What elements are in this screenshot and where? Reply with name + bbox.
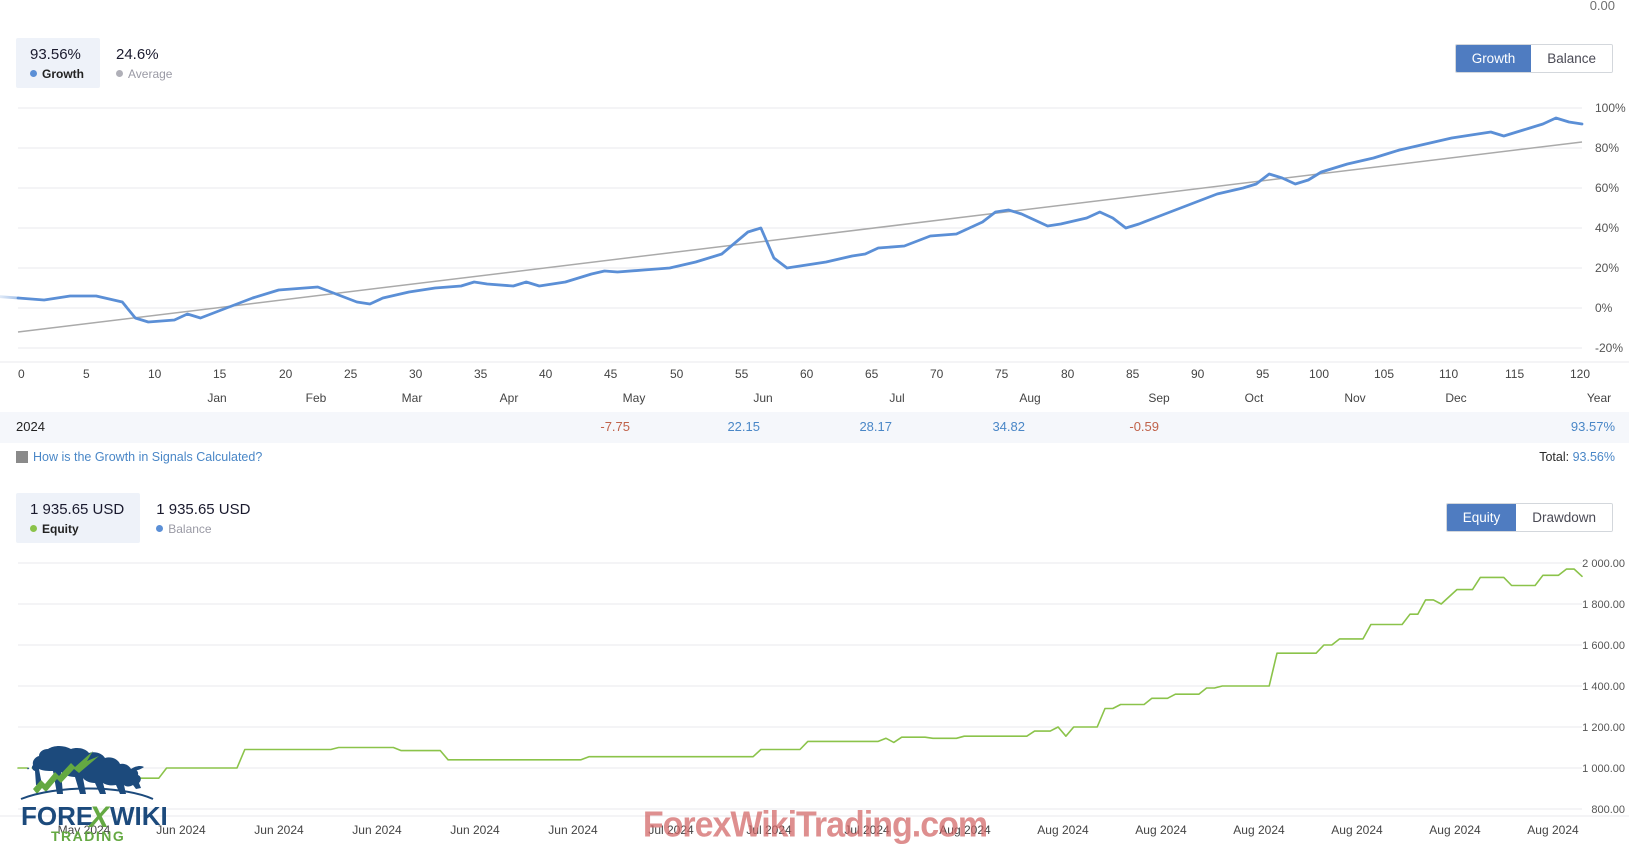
svg-text:Jun 2024: Jun 2024 (254, 823, 304, 837)
svg-text:1 000.00: 1 000.00 (1582, 763, 1625, 775)
svg-text:1 600.00: 1 600.00 (1582, 640, 1625, 652)
svg-text:Aug: Aug (1019, 391, 1040, 405)
svg-text:Jan: Jan (207, 391, 226, 405)
svg-text:0%: 0% (1595, 301, 1613, 315)
svg-text:2 000.00: 2 000.00 (1582, 558, 1625, 570)
svg-text:Aug 2024: Aug 2024 (1429, 823, 1481, 837)
svg-text:Mar: Mar (402, 391, 423, 405)
svg-text:115: 115 (1505, 367, 1524, 381)
svg-text:55: 55 (735, 367, 749, 381)
svg-text:Oct: Oct (1245, 391, 1264, 405)
svg-text:Aug 2024: Aug 2024 (1331, 823, 1383, 837)
svg-text:80%: 80% (1595, 141, 1619, 155)
svg-text:Aug 2024: Aug 2024 (1037, 823, 1089, 837)
svg-text:50: 50 (670, 367, 684, 381)
svg-text:65: 65 (865, 367, 879, 381)
svg-text:100: 100 (1309, 367, 1329, 381)
svg-text:May: May (623, 391, 646, 405)
svg-text:35: 35 (474, 367, 488, 381)
svg-text:1 200.00: 1 200.00 (1582, 722, 1625, 734)
svg-text:Nov: Nov (1344, 391, 1365, 405)
svg-text:95: 95 (1256, 367, 1270, 381)
svg-text:Jun 2024: Jun 2024 (352, 823, 402, 837)
svg-text:Jun 2024: Jun 2024 (450, 823, 500, 837)
svg-text:110: 110 (1439, 367, 1458, 381)
svg-text:120: 120 (1570, 367, 1590, 381)
svg-text:45: 45 (604, 367, 618, 381)
svg-text:Jul: Jul (889, 391, 904, 405)
svg-text:WIKI: WIKI (110, 801, 168, 831)
svg-text:105: 105 (1374, 367, 1394, 381)
svg-text:Apr: Apr (500, 391, 519, 405)
svg-text:40: 40 (539, 367, 553, 381)
svg-text:FORE: FORE (21, 801, 93, 831)
svg-text:100%: 100% (1595, 101, 1626, 115)
svg-text:60%: 60% (1595, 181, 1619, 195)
svg-text:5: 5 (83, 367, 90, 381)
svg-text:20: 20 (279, 367, 293, 381)
svg-text:1 400.00: 1 400.00 (1582, 681, 1625, 693)
svg-text:Aug 2024: Aug 2024 (1135, 823, 1187, 837)
svg-text:85: 85 (1126, 367, 1140, 381)
svg-text:Sep: Sep (1148, 391, 1170, 405)
svg-text:Aug 2024: Aug 2024 (1233, 823, 1285, 837)
svg-text:10: 10 (148, 367, 162, 381)
svg-text:Feb: Feb (306, 391, 327, 405)
svg-text:Aug 2024: Aug 2024 (1527, 823, 1579, 837)
svg-text:90: 90 (1191, 367, 1205, 381)
svg-text:Year: Year (1587, 391, 1611, 405)
svg-text:-20%: -20% (1595, 341, 1623, 355)
svg-text:25: 25 (344, 367, 358, 381)
svg-text:15: 15 (213, 367, 227, 381)
svg-text:0: 0 (18, 367, 25, 381)
svg-text:60: 60 (800, 367, 814, 381)
svg-text:20%: 20% (1595, 261, 1619, 275)
svg-text:1 800.00: 1 800.00 (1582, 599, 1625, 611)
svg-text:70: 70 (930, 367, 944, 381)
svg-text:75: 75 (995, 367, 1009, 381)
svg-text:80: 80 (1061, 367, 1075, 381)
svg-text:Jun: Jun (753, 391, 772, 405)
svg-text:Dec: Dec (1445, 391, 1466, 405)
svg-text:30: 30 (409, 367, 423, 381)
svg-text:40%: 40% (1595, 221, 1619, 235)
svg-text:TRADING: TRADING (51, 828, 125, 844)
svg-text:800.00: 800.00 (1591, 804, 1625, 816)
